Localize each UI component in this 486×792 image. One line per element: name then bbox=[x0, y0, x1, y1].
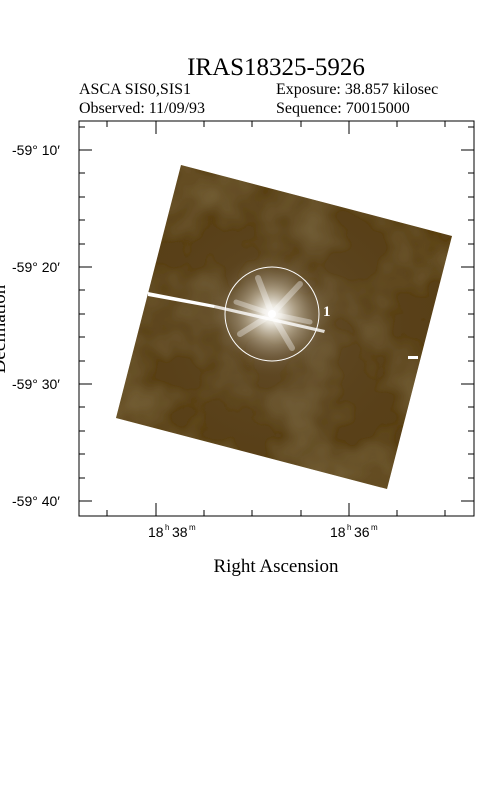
x-axis-label: Right Ascension bbox=[213, 556, 339, 577]
ra-tick-label: 18 h 38 m bbox=[148, 523, 196, 540]
source-label: 1 bbox=[323, 304, 331, 320]
dec-tick-label: -59° 10′ bbox=[12, 142, 60, 158]
source-core bbox=[268, 310, 276, 318]
y-axis-label: Declination bbox=[0, 284, 10, 374]
ra-minutes: 36 bbox=[354, 524, 370, 540]
observed-label: Observed: 11/09/93 bbox=[79, 100, 206, 117]
plot-frame bbox=[78, 120, 475, 517]
exposure-label: Exposure: 38.857 kilosec bbox=[276, 81, 439, 98]
ra-minutes: 38 bbox=[172, 524, 188, 540]
ra-ticks bbox=[106, 121, 446, 516]
ra-h-unit: h bbox=[165, 523, 169, 532]
ra-hours: 18 bbox=[330, 524, 346, 540]
dec-ticks bbox=[79, 126, 474, 502]
instrument-label: ASCA SIS0,SIS1 bbox=[79, 81, 192, 98]
dec-tick-label: -59° 40′ bbox=[12, 493, 60, 509]
plot-title: IRAS18325-5926 bbox=[187, 54, 365, 81]
ra-m-unit: m bbox=[189, 523, 196, 532]
source-region-circle bbox=[224, 266, 320, 362]
dec-tick-label: -59° 20′ bbox=[12, 259, 60, 275]
dec-tick-label: -59° 30′ bbox=[12, 376, 60, 392]
ra-h-unit: h bbox=[347, 523, 351, 532]
ra-tick-label: 18 h 36 m bbox=[330, 523, 378, 540]
readout-streak bbox=[148, 292, 418, 359]
sequence-label: Sequence: 70015000 bbox=[276, 100, 410, 117]
ra-m-unit: m bbox=[371, 523, 378, 532]
ra-hours: 18 bbox=[148, 524, 164, 540]
